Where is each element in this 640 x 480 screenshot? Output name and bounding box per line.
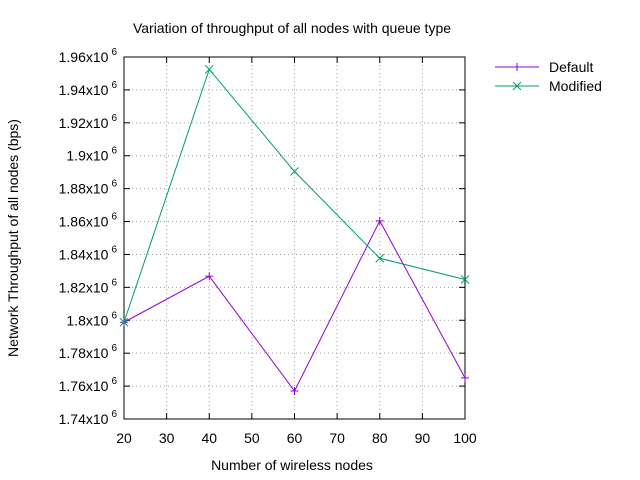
data-point-modified bbox=[375, 253, 385, 263]
series-layer bbox=[119, 64, 470, 396]
x-tick-label: 80 bbox=[372, 430, 388, 446]
data-point-modified bbox=[204, 64, 214, 74]
legend-marker-default bbox=[513, 63, 521, 71]
x-tick-label: 30 bbox=[159, 430, 175, 446]
x-tick-label: 50 bbox=[244, 430, 260, 446]
y-tick-label: 1.86x10 6 bbox=[59, 212, 118, 230]
x-tick-label: 90 bbox=[415, 430, 431, 446]
legend-label-modified: Modified bbox=[549, 78, 602, 94]
x-tick-label: 20 bbox=[116, 430, 132, 446]
data-point-default bbox=[205, 272, 214, 281]
y-tick-label: 1.84x10 6 bbox=[59, 244, 118, 262]
data-point-default bbox=[461, 373, 469, 382]
label-layer: Variation of throughput of all nodes wit… bbox=[5, 20, 451, 473]
y-tick-label: 1.76x10 6 bbox=[59, 376, 118, 394]
x-tick-label: 60 bbox=[287, 430, 303, 446]
chart-title: Variation of throughput of all nodes wit… bbox=[133, 20, 451, 36]
x-tick-label: 70 bbox=[329, 430, 345, 446]
y-tick-label: 1.8x10 6 bbox=[66, 310, 117, 328]
y-tick-label: 1.78x10 6 bbox=[59, 343, 118, 361]
legend-item-modified: Modified bbox=[495, 78, 602, 94]
y-tick-label: 1.74x10 6 bbox=[59, 409, 118, 427]
x-axis-label: Number of wireless nodes bbox=[211, 457, 373, 473]
y-axis-label: Network Throughput of all nodes (bps) bbox=[5, 119, 21, 357]
data-point-default bbox=[290, 387, 299, 396]
legend-marker-modified bbox=[512, 81, 522, 91]
y-tick-label: 1.88x10 6 bbox=[59, 179, 118, 197]
x-tick-label: 40 bbox=[201, 430, 217, 446]
tick-layer: 20 30 40 50 60 70 80 90 100 1.74x10 6 1.76x10 6 1.78x… bbox=[59, 47, 477, 446]
legend: Default Modified bbox=[495, 59, 602, 94]
y-tick-label: 1.9x10 6 bbox=[66, 146, 117, 164]
y-tick-label: 1.94x10 6 bbox=[59, 80, 118, 98]
y-tick-label: 1.96x10 6 bbox=[59, 47, 118, 65]
legend-label-default: Default bbox=[549, 59, 593, 75]
y-tick-label: 1.92x10 6 bbox=[59, 113, 118, 131]
y-tick-label: 1.82x10 6 bbox=[59, 277, 118, 295]
data-point-modified bbox=[460, 275, 470, 284]
x-tick-label: 100 bbox=[453, 430, 477, 446]
plot-frame bbox=[123, 56, 466, 420]
grid-layer bbox=[124, 57, 465, 419]
data-point-modified bbox=[290, 167, 299, 176]
data-point-modified bbox=[119, 317, 129, 327]
data-point-default bbox=[375, 216, 384, 225]
legend-item-default: Default bbox=[495, 59, 593, 75]
